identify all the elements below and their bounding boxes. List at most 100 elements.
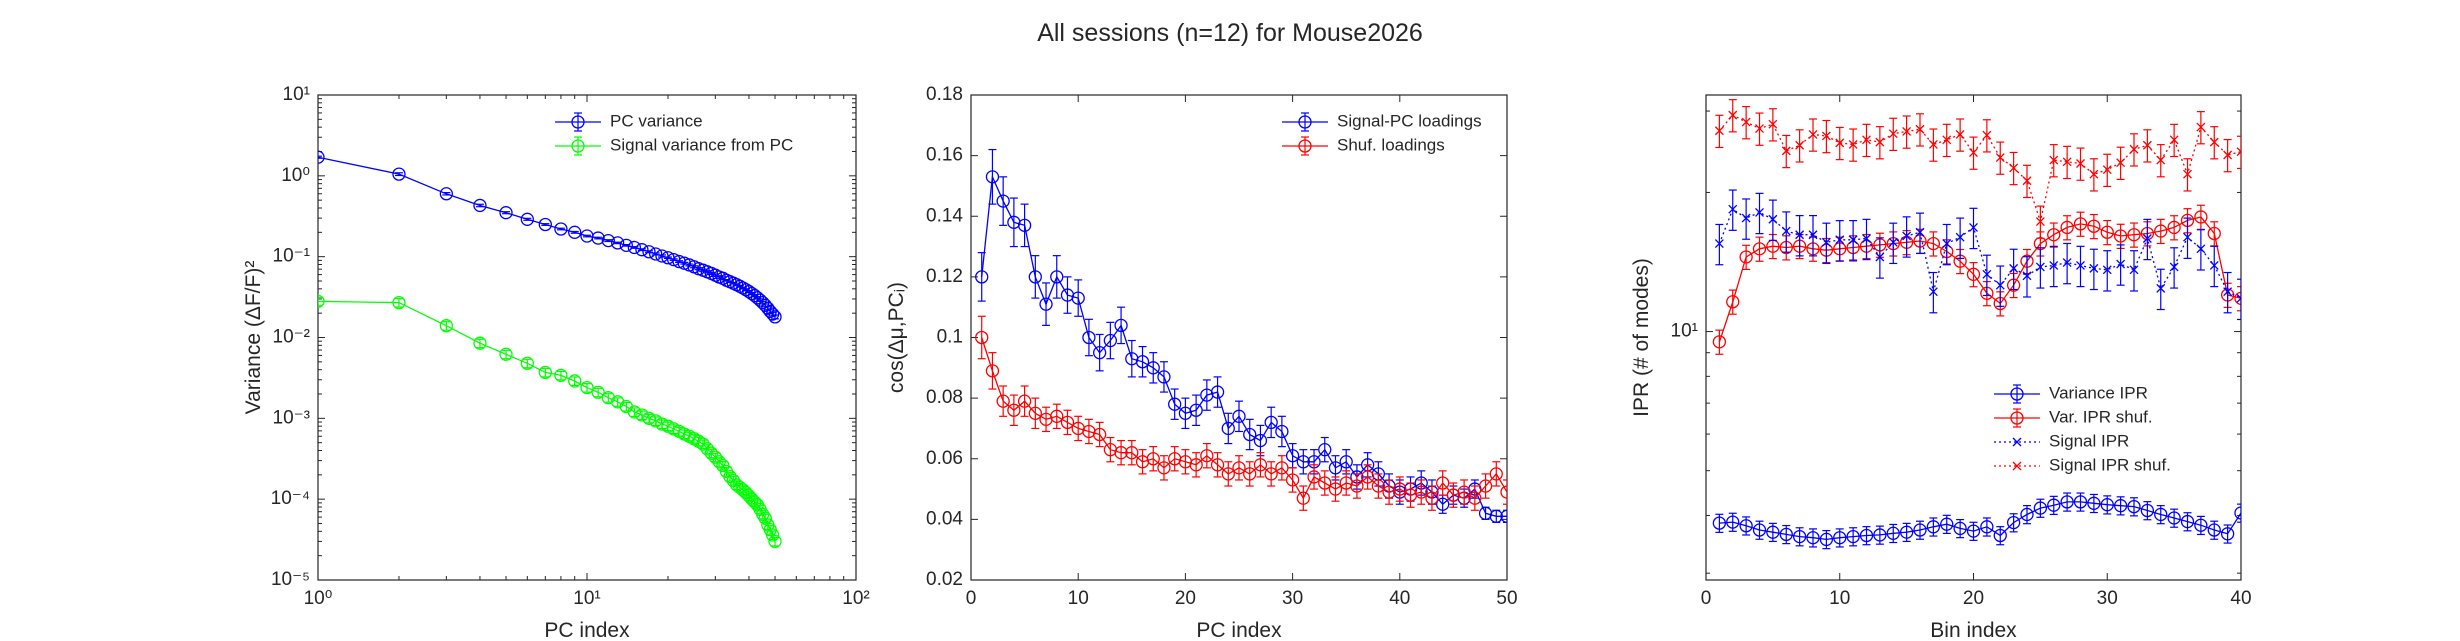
data-point bbox=[1873, 528, 1887, 542]
data-point bbox=[591, 385, 605, 399]
data-point bbox=[1982, 269, 1992, 279]
data-point bbox=[1806, 531, 1820, 545]
data-point bbox=[655, 249, 669, 263]
data-point bbox=[1360, 470, 1375, 484]
data-point bbox=[2087, 496, 2101, 510]
data-point bbox=[568, 225, 582, 239]
data-point bbox=[1712, 335, 1727, 349]
data-point bbox=[1146, 452, 1160, 466]
data-point bbox=[1318, 443, 1332, 457]
data-point bbox=[1489, 509, 1503, 523]
data-point bbox=[1350, 479, 1364, 493]
data-point bbox=[1092, 346, 1107, 360]
data-point bbox=[520, 356, 534, 370]
data-point bbox=[2220, 527, 2235, 541]
data-point bbox=[1712, 516, 1727, 530]
data-point bbox=[2196, 122, 2206, 132]
data-point bbox=[1875, 252, 1885, 262]
x-tick-label: 10 bbox=[1068, 588, 1089, 609]
data-point bbox=[2009, 263, 2019, 273]
data-point bbox=[2113, 229, 2128, 243]
data-point bbox=[2236, 147, 2241, 157]
data-point bbox=[635, 243, 649, 257]
data-point bbox=[1755, 208, 1764, 217]
data-point bbox=[1500, 509, 1507, 523]
legend-marker bbox=[2010, 387, 2024, 401]
data-point bbox=[1955, 232, 1965, 242]
x-tick-label: 40 bbox=[2230, 588, 2251, 609]
data-point bbox=[1942, 239, 1952, 249]
data-point bbox=[2223, 150, 2233, 160]
data-point bbox=[758, 511, 772, 525]
data-point bbox=[2167, 511, 2181, 525]
data-point bbox=[1835, 138, 1845, 148]
data-point bbox=[601, 233, 615, 248]
legend-marker bbox=[571, 115, 585, 129]
legend: Signal-PC loadings Shuf. loadings bbox=[1282, 111, 1482, 156]
data-point bbox=[1489, 467, 1503, 481]
data-point bbox=[2022, 271, 2032, 281]
legend-label: Variance IPR bbox=[2049, 383, 2148, 402]
series-line bbox=[318, 156, 776, 318]
data-point bbox=[766, 528, 780, 542]
data-point bbox=[1752, 523, 1767, 537]
data-point bbox=[1275, 424, 1289, 439]
y-tick-label: 0.02 bbox=[926, 569, 963, 590]
data-point bbox=[1232, 461, 1246, 475]
data-point bbox=[766, 307, 780, 321]
y-tick-label: 0.1 bbox=[937, 327, 963, 348]
data-point bbox=[2194, 518, 2208, 532]
data-point bbox=[1726, 295, 1740, 309]
y-axis-label: cos(Δμ,PCᵢ) bbox=[885, 282, 908, 393]
data-point bbox=[2196, 244, 2206, 254]
data-point bbox=[1902, 231, 1912, 241]
data-point bbox=[2047, 228, 2061, 242]
data-point bbox=[2022, 176, 2032, 186]
data-point bbox=[642, 245, 656, 259]
series-line bbox=[1718, 208, 2241, 299]
data-point bbox=[1848, 140, 1858, 149]
axes-box bbox=[970, 94, 1508, 581]
data-point bbox=[1862, 234, 1871, 243]
series-line bbox=[1719, 501, 2241, 541]
data-point bbox=[2062, 157, 2072, 167]
data-point bbox=[627, 240, 642, 255]
data-point bbox=[1726, 515, 1740, 529]
data-point bbox=[2009, 163, 2019, 173]
data-point bbox=[1915, 227, 1925, 237]
x-tick-label: 20 bbox=[1963, 588, 1984, 609]
y-tick-label: 0.06 bbox=[926, 448, 963, 469]
series-line bbox=[318, 300, 776, 542]
x-axis-label: Bin index bbox=[1930, 619, 2017, 641]
data-point bbox=[2223, 287, 2233, 297]
data-point bbox=[1741, 213, 1751, 223]
data-point bbox=[1243, 467, 1257, 481]
legend-label: PC variance bbox=[610, 111, 703, 130]
data-point bbox=[1285, 473, 1300, 487]
y-tick-label: 10⁻⁵ bbox=[271, 569, 310, 590]
data-point bbox=[473, 198, 487, 213]
data-point bbox=[985, 364, 1000, 378]
x-tick-label: 50 bbox=[1496, 588, 1517, 609]
data-point bbox=[1275, 461, 1289, 475]
data-point bbox=[1285, 449, 1300, 463]
data-point bbox=[1103, 333, 1118, 348]
data-point bbox=[1768, 214, 1778, 224]
data-point bbox=[1739, 250, 1753, 264]
x-tick-label: 20 bbox=[1175, 588, 1196, 609]
data-point bbox=[611, 236, 625, 250]
data-point bbox=[2236, 293, 2241, 303]
data-point bbox=[2183, 232, 2192, 242]
data-point bbox=[2060, 495, 2074, 509]
data-point bbox=[1114, 318, 1128, 333]
data-point bbox=[1926, 520, 1941, 534]
data-point bbox=[2209, 261, 2219, 270]
data-point bbox=[2234, 506, 2241, 520]
legend-label: Var. IPR shuf. bbox=[2049, 407, 2153, 426]
data-point bbox=[554, 222, 568, 236]
data-point bbox=[2089, 263, 2099, 273]
data-point bbox=[473, 336, 487, 350]
data-point bbox=[1232, 409, 1246, 423]
data-point bbox=[768, 310, 782, 324]
data-point bbox=[753, 293, 767, 307]
